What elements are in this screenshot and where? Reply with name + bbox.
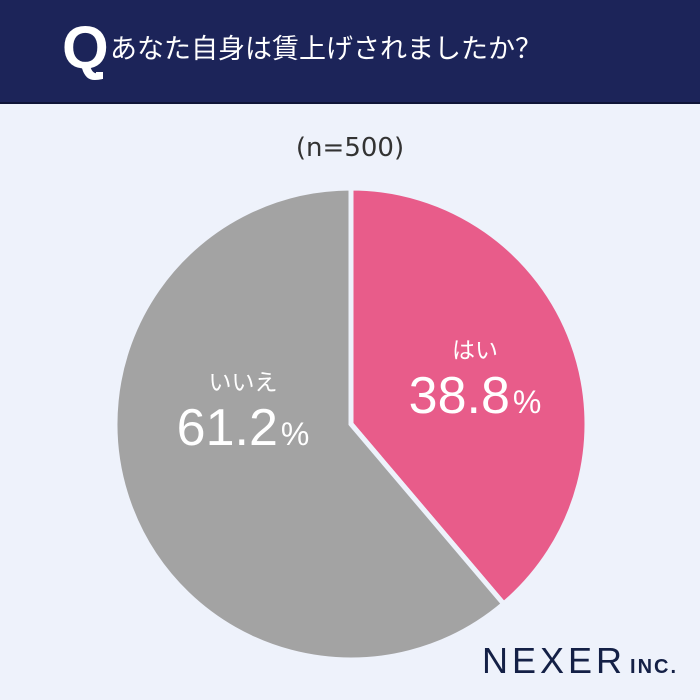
pie-slice-no — [112, 185, 508, 663]
q-mark: Q — [62, 14, 109, 81]
sample-size: (n=500) — [295, 133, 405, 163]
percent-sign: % — [512, 384, 542, 420]
slice-value-no: 61.2% — [148, 398, 338, 464]
q-dot — [96, 72, 103, 79]
percent-sign: % — [280, 416, 310, 452]
slice-value-yes: 38.8% — [380, 366, 570, 432]
nexer-logo: NEXER INC. — [482, 640, 678, 682]
slice-name-yes: はい — [452, 338, 498, 364]
pie-slice-yes — [348, 185, 590, 608]
slice-label-yes: はい 38.8% — [380, 336, 570, 432]
logo-main: NEXER — [482, 640, 627, 681]
value-number: 61.2 — [176, 399, 278, 457]
value-number: 38.8 — [408, 367, 510, 425]
slice-label-no: いいえ 61.2% — [148, 368, 338, 464]
question-title: あなた自身は賃上げされましたか？ — [110, 34, 542, 65]
question-header: Q あなた自身は賃上げされましたか？ — [0, 0, 700, 104]
slice-name-no: いいえ — [208, 370, 278, 396]
logo-sub: INC. — [630, 656, 679, 678]
